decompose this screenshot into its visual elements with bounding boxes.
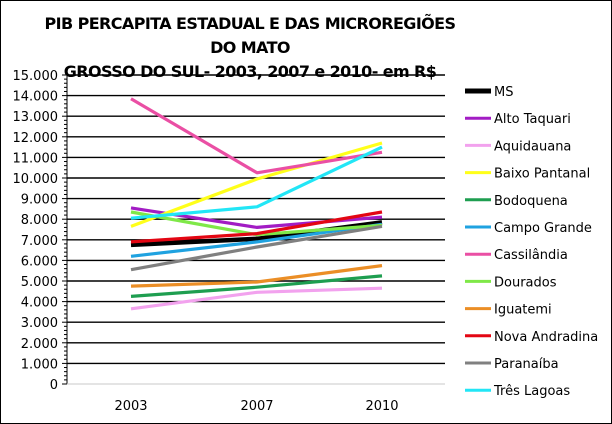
legend-label: Alto Taquari (494, 112, 571, 127)
legend-item: Alto Taquari (465, 112, 571, 127)
series-line-aquidauana (130, 286, 383, 311)
y-tick-label: 3.000 (21, 316, 58, 331)
legend: MS Alto Taquari Aquidauana Baixo Pantanal Bo… (465, 85, 598, 399)
series-lines (130, 97, 383, 311)
chart-title-line-2: GROSSO DO SUL- 2003, 2007 e 2010- em R$ (63, 62, 437, 81)
gridlines (67, 74, 445, 365)
legend-label: Baixo Pantanal (494, 167, 590, 182)
legend-item: Bodoquena (465, 194, 568, 209)
y-tick-label: 11.000 (13, 151, 59, 166)
y-tick-label: 6.000 (21, 254, 58, 269)
y-tick-label: 0 (50, 378, 58, 393)
legend-label: Bodoquena (494, 194, 568, 209)
legend-label: MS (494, 85, 513, 100)
y-tick-label: 8.000 (21, 213, 58, 228)
series-line-iguatemi (130, 264, 383, 288)
x-axis: 2003 2007 2010 (67, 383, 445, 414)
legend-item: Cassilândia (465, 248, 568, 263)
legend-item: Aquidauana (465, 139, 571, 154)
legend-item: Paranaíba (465, 357, 559, 372)
y-tick-label: 15.000 (13, 69, 59, 84)
x-tick-label: 2003 (114, 399, 147, 414)
y-tick-label: 5.000 (21, 275, 58, 290)
legend-label: Três Lagoas (493, 384, 570, 399)
legend-label: Paranaíba (494, 357, 559, 372)
y-tick-label: 14.000 (13, 90, 59, 105)
x-tick-label: 2010 (365, 399, 398, 414)
legend-item: MS (465, 85, 513, 100)
series-line-cassil-ndia (130, 97, 383, 175)
legend-item: Campo Grande (465, 221, 592, 236)
y-tick-label: 13.000 (13, 110, 59, 125)
y-axis: 0 1.000 2.000 3.000 4.000 5.000 6.000 7.000 8.00… (13, 69, 68, 393)
legend-label: Iguatemi (494, 303, 552, 318)
legend-item: Nova Andradina (465, 330, 598, 345)
chart-title-line-1: PIB PERCAPITA ESTADUAL E DAS MICROREGIÕE… (44, 14, 456, 57)
legend-label: Nova Andradina (494, 330, 598, 345)
legend-item: Baixo Pantanal (465, 167, 590, 182)
x-tick-label: 2007 (240, 399, 273, 414)
legend-label: Cassilândia (494, 248, 568, 263)
y-tick-label: 10.000 (13, 172, 59, 187)
y-tick-label: 12.000 (13, 131, 59, 146)
legend-label: Dourados (494, 275, 557, 290)
y-tick-label: 1.000 (21, 357, 58, 372)
y-tick-label: 9.000 (21, 193, 58, 208)
y-tick-label: 2.000 (21, 337, 58, 352)
legend-label: Aquidauana (494, 139, 571, 154)
y-tick-label: 4.000 (21, 296, 58, 311)
y-tick-label: 7.000 (21, 234, 58, 249)
legend-item: Iguatemi (465, 303, 552, 318)
legend-label: Campo Grande (494, 221, 592, 236)
legend-item: Dourados (465, 275, 557, 290)
legend-item: Três Lagoas (465, 384, 570, 399)
chart-title: PIB PERCAPITA ESTADUAL E DAS MICROREGIÕE… (40, 12, 460, 84)
